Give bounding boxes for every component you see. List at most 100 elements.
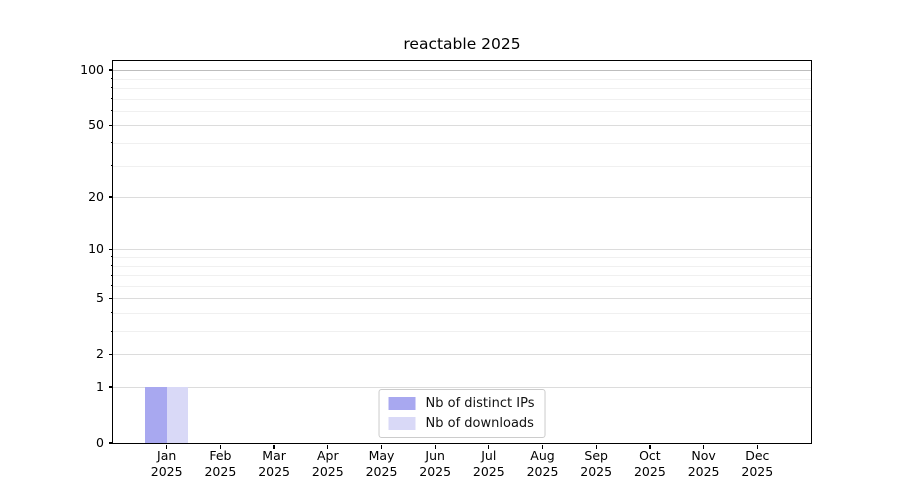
y-axis-minor-tick bbox=[110, 274, 113, 276]
y-minor-gridline bbox=[113, 98, 811, 100]
legend: Nb of distinct IPs Nb of downloads bbox=[378, 389, 546, 438]
y-axis-minor-tick bbox=[110, 87, 113, 89]
y-axis-minor-tick bbox=[110, 110, 113, 112]
x-axis-tick-label: Dec 2025 bbox=[725, 448, 789, 480]
x-axis-tick bbox=[166, 444, 168, 449]
x-axis-tick bbox=[756, 444, 758, 449]
x-axis-tick-label-line: 2025 bbox=[472, 464, 505, 479]
x-axis-tick-label-line: Sep bbox=[584, 448, 608, 463]
x-axis-tick bbox=[327, 444, 329, 449]
x-axis-tick-label: Jul 2025 bbox=[457, 448, 521, 480]
legend-label-distinct-ips: Nb of distinct IPs bbox=[425, 396, 535, 411]
x-axis-tick-label-line: Jul bbox=[481, 448, 497, 463]
x-axis-tick-label-line: Apr bbox=[316, 448, 339, 463]
x-axis-tick-label: Apr 2025 bbox=[296, 448, 360, 480]
y-minor-gridline bbox=[113, 275, 811, 276]
chart-title: reactable 2025 bbox=[403, 35, 521, 53]
y-minor-gridline bbox=[113, 87, 811, 89]
y-axis-tick-label: 2 bbox=[96, 346, 104, 362]
x-axis-tick-label-line: 2025 bbox=[204, 464, 237, 479]
x-axis-tick-label: Jan 2025 bbox=[135, 448, 199, 480]
x-axis-tick-label: Oct 2025 bbox=[618, 448, 682, 480]
x-axis-tick-label-line: 2025 bbox=[419, 464, 452, 479]
y-axis-minor-tick bbox=[110, 165, 113, 166]
x-axis-tick bbox=[649, 444, 651, 449]
y-axis-tick bbox=[109, 124, 113, 126]
x-axis-tick-label: Sep 2025 bbox=[564, 448, 628, 480]
x-axis-tick bbox=[273, 444, 275, 449]
x-axis-tick-label: May 2025 bbox=[350, 448, 414, 480]
legend-label-downloads: Nb of downloads bbox=[425, 416, 534, 431]
y-axis-tick-label: 1 bbox=[96, 379, 104, 394]
x-axis-tick bbox=[219, 444, 221, 449]
x-axis-tick-label: Jun 2025 bbox=[403, 448, 467, 480]
y-minor-gridline bbox=[113, 285, 811, 287]
x-axis-tick-label-line: Nov bbox=[691, 448, 716, 463]
x-axis-tick-label-line: Dec bbox=[745, 448, 770, 463]
y-minor-gridline bbox=[113, 165, 811, 167]
x-axis-tick-label-line: 2025 bbox=[687, 464, 720, 479]
y-major-gridline bbox=[113, 249, 811, 251]
bar-downloads bbox=[166, 387, 189, 443]
x-axis-tick bbox=[541, 444, 544, 449]
x-axis-tick-label-line: 2025 bbox=[150, 464, 183, 479]
y-axis-tick-label: 20 bbox=[88, 189, 104, 204]
x-axis-tick-label-line: 2025 bbox=[311, 464, 344, 479]
y-axis-tick-label: 5 bbox=[96, 290, 104, 306]
x-axis-tick-label-line: Aug bbox=[530, 448, 555, 463]
y-axis-minor-tick bbox=[110, 330, 113, 332]
x-axis-tick-label-line: 2025 bbox=[741, 464, 774, 479]
x-axis-tick-label-line: Oct bbox=[639, 448, 661, 463]
x-axis-tick-label-line: 2025 bbox=[633, 464, 666, 479]
x-axis-tick-label-line: 2025 bbox=[258, 464, 290, 479]
x-axis-tick-label: Feb 2025 bbox=[188, 448, 252, 480]
y-axis-tick bbox=[109, 386, 113, 388]
y-axis-minor-tick bbox=[110, 312, 113, 314]
y-major-gridline bbox=[113, 387, 811, 388]
y-axis-tick-label: 10 bbox=[88, 241, 104, 257]
y-axis-minor-tick bbox=[110, 78, 113, 79]
y-axis-tick-label: 100 bbox=[80, 62, 104, 78]
x-axis-tick-label-line: Mar bbox=[262, 448, 286, 463]
y-minor-gridline bbox=[113, 110, 811, 112]
x-axis-tick-label: Nov 2025 bbox=[672, 448, 736, 480]
y-minor-gridline bbox=[113, 331, 811, 332]
y-axis-tick bbox=[109, 248, 113, 250]
x-axis-tick-label-line: Feb bbox=[209, 448, 232, 463]
y-axis-tick-label: 0 bbox=[96, 435, 104, 450]
y-major-gridline bbox=[113, 354, 811, 356]
x-axis-tick bbox=[380, 444, 383, 449]
x-axis-tick-label-line: May bbox=[368, 448, 395, 463]
x-axis-tick bbox=[434, 444, 436, 449]
y-axis-minor-tick bbox=[110, 142, 113, 144]
y-major-gridline bbox=[113, 298, 811, 300]
y-axis-tick-label: 50 bbox=[88, 117, 104, 133]
y-axis-minor-tick bbox=[110, 265, 113, 266]
plot-area: Nb of distinct IPs Nb of downloads bbox=[112, 60, 812, 444]
y-minor-gridline bbox=[113, 78, 811, 80]
x-axis-tick-label: Mar 2025 bbox=[242, 448, 306, 480]
x-axis-tick-label-line: 2025 bbox=[365, 464, 398, 479]
y-axis-minor-tick bbox=[110, 285, 113, 287]
x-axis-tick-label: Aug 2025 bbox=[511, 448, 575, 480]
legend-item-distinct-ips: Nb of distinct IPs bbox=[388, 396, 535, 411]
y-axis-tick bbox=[109, 442, 113, 444]
x-axis-tick-label-line: Jun bbox=[425, 448, 445, 463]
y-major-gridline bbox=[113, 197, 811, 198]
legend-swatch-distinct-ips-icon bbox=[388, 397, 416, 410]
y-minor-gridline bbox=[113, 265, 811, 267]
legend-item-downloads: Nb of downloads bbox=[388, 416, 535, 431]
y-axis-minor-tick bbox=[110, 256, 113, 258]
y-axis-tick bbox=[109, 196, 113, 198]
y-minor-gridline bbox=[113, 312, 811, 314]
bar-distinct-ips bbox=[145, 387, 167, 443]
y-minor-gridline bbox=[113, 142, 811, 144]
y-minor-gridline bbox=[113, 256, 811, 258]
x-axis-tick-label-line: 2025 bbox=[526, 464, 559, 479]
y-axis-tick bbox=[109, 69, 113, 71]
y-axis-tick bbox=[109, 297, 113, 299]
y-major-gridline bbox=[113, 70, 811, 72]
x-axis-tick bbox=[703, 444, 705, 449]
legend-swatch-downloads-icon bbox=[388, 417, 416, 430]
